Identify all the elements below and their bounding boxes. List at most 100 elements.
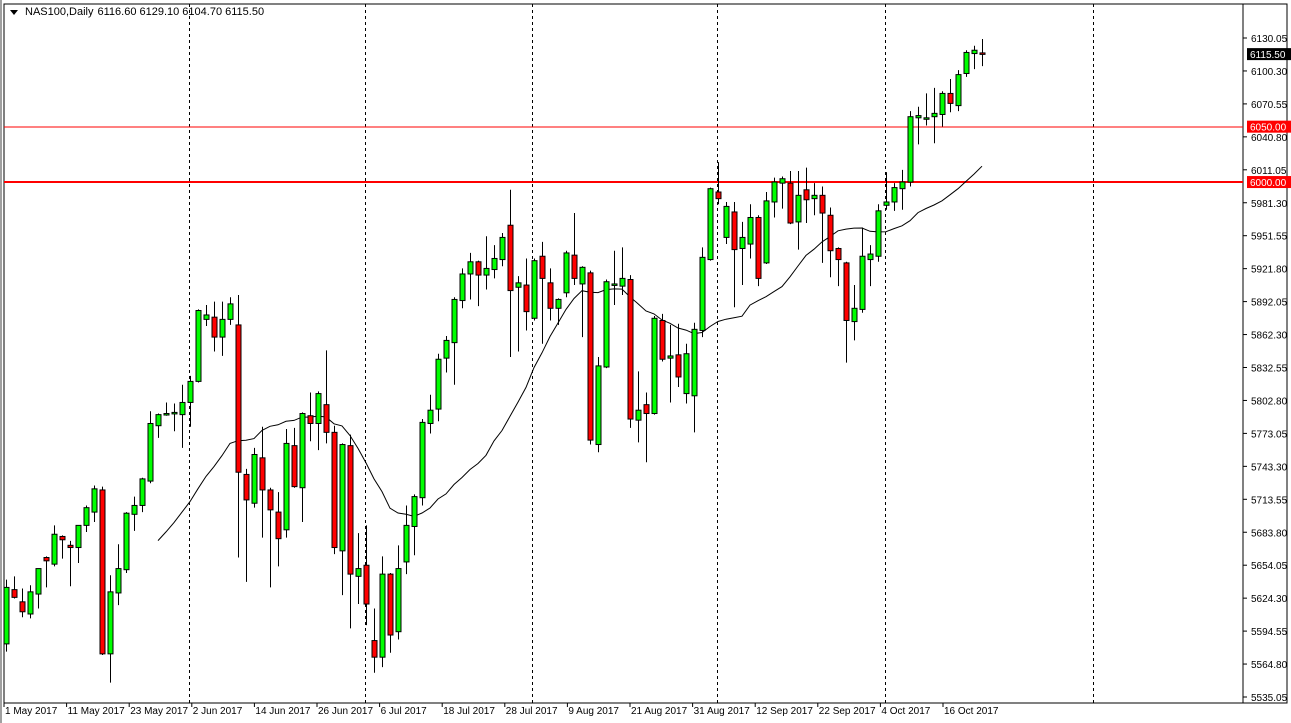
bull-candle-body [299,413,306,489]
candle [51,525,58,567]
bull-candle-body [123,512,130,571]
bull-candle-body [651,317,658,415]
x-tick-label: 11 May 2017 [68,706,126,717]
y-tick-label: 6011.05 [1251,166,1287,177]
candle [899,169,906,210]
bull-candle-body [155,414,162,427]
y-tick-label: 5862.30 [1251,331,1288,342]
candle [827,207,834,278]
bear-candle-body [827,214,834,252]
x-tick-label: 4 Oct 2017 [881,706,930,717]
bull-candle-body [971,49,978,55]
bull-candle-body [867,253,874,261]
bull-candle-body [427,409,434,424]
bull-candle-body [611,283,618,286]
bear-candle-body [843,262,850,321]
bull-candle-body [579,266,586,285]
bull-candle-body [83,507,90,526]
bull-candle-body [619,277,626,287]
candle [347,434,354,629]
candle [291,427,298,488]
bull-candle-body [859,255,866,310]
bull-candle-body [75,524,82,549]
bull-candle-body [563,252,570,294]
x-tick-label: 1 May 2017 [5,706,58,717]
bull-candle-body [739,236,746,249]
candle [419,419,426,506]
bear-candle-body [979,52,986,55]
y-tick-label: 6070.55 [1251,100,1288,111]
candle [539,241,546,344]
bear-candle-body [243,473,250,501]
candle [355,533,362,605]
candle [403,505,410,575]
candle [715,162,722,205]
x-tick-label: 9 Aug 2017 [568,706,619,717]
bull-candle-body [179,401,186,416]
bull-candle-body [555,298,562,309]
candle [891,183,898,211]
y-tick-label: 5743.30 [1251,462,1288,473]
candle [475,260,482,307]
candle [163,402,170,416]
bull-candle-body [747,216,754,245]
bull-candle-body [107,591,114,655]
candle [67,540,74,587]
bear-candle-body [211,316,218,338]
candle [859,227,866,313]
candle [107,575,114,683]
bull-candle-body [691,328,698,397]
candle [907,111,914,187]
y-tick-label: 5535.05 [1251,693,1288,704]
candle [91,485,98,523]
bear-candle-body [659,319,666,360]
candle [43,556,50,588]
x-tick-label: 12 Sep 2017 [756,706,813,717]
bear-candle-body [259,457,266,491]
moving-average-line [157,165,983,541]
bull-candle-body [795,194,802,223]
candle [331,425,338,555]
x-tick-label: 21 Aug 2017 [631,706,688,717]
candle [787,170,794,225]
bull-candle-body [459,273,466,302]
bull-candle-body [515,282,522,288]
candle [379,556,386,668]
level-label: 6050.00 [1250,123,1287,134]
bull-candle-body [779,178,786,184]
bull-candle-body [27,591,34,615]
bear-candle-body [715,191,722,200]
bear-candle-body [99,489,106,655]
candle [875,204,882,262]
candle [499,232,506,267]
candle [99,486,106,655]
candle [675,323,682,387]
bull-candle-body [3,586,10,645]
dropdown-triangle-icon[interactable] [10,9,18,15]
candle [299,412,306,523]
bull-candle-body [963,51,970,74]
candle [931,87,938,144]
bull-candle-body [467,261,474,275]
bull-candle-body [227,303,234,320]
y-tick-label: 5624.30 [1251,594,1288,605]
candle [651,316,658,415]
y-tick-label: 5981.30 [1251,199,1288,210]
candle [707,187,714,261]
bull-candle-body [443,339,450,359]
candle [771,177,778,218]
candle [803,167,810,224]
bull-candle-body [875,210,882,257]
candle [339,443,346,596]
candle [83,505,90,533]
bull-candle-body [923,117,930,120]
bull-candle-body [339,444,346,552]
candle [179,384,186,448]
candle [451,297,458,385]
candle [363,525,370,626]
candle [251,447,258,508]
candle [971,45,978,70]
x-tick-label: 6 Jul 2017 [381,706,428,717]
